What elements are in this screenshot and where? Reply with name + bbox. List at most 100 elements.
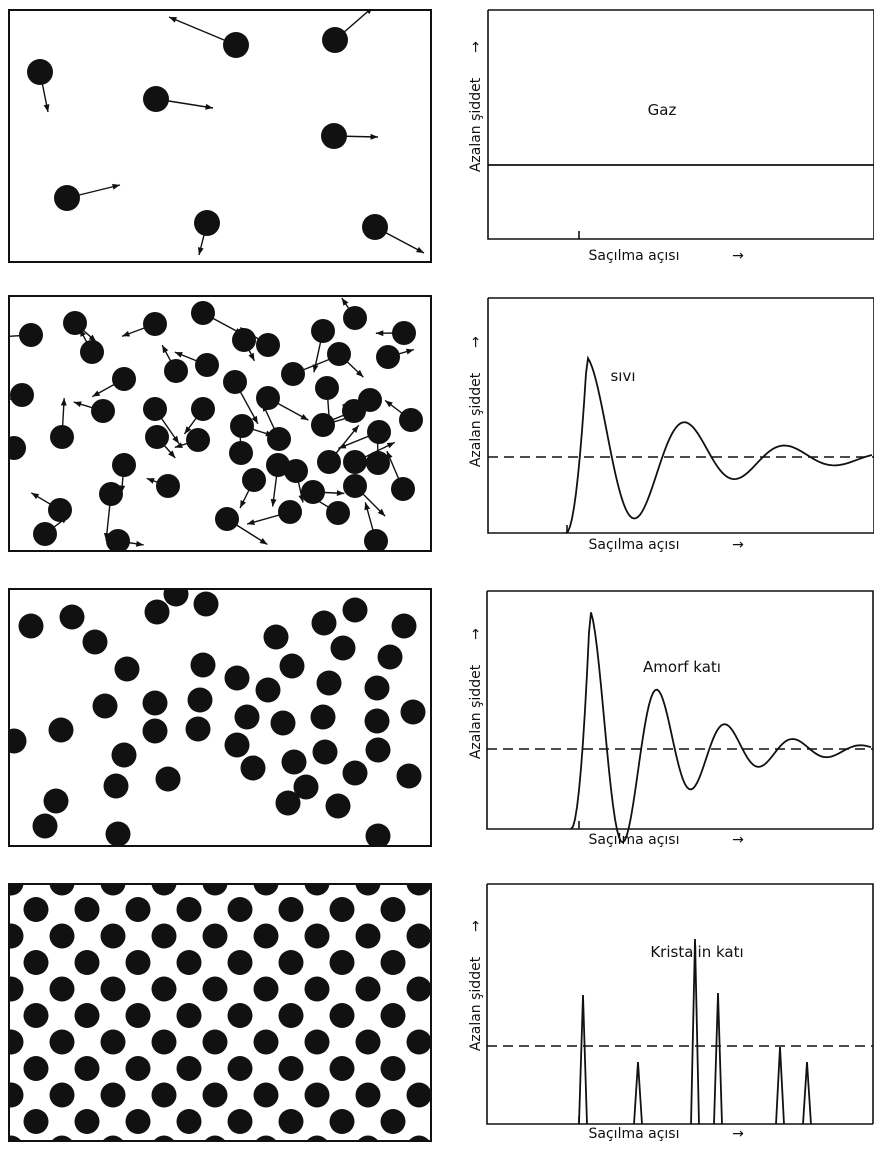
y-axis-label: Azalan şiddet <box>468 956 484 1051</box>
box-frame <box>8 883 432 1142</box>
velocity-arrow-head <box>365 10 372 15</box>
lattice-particle <box>9 923 24 949</box>
amorphous-particle <box>234 704 260 730</box>
amorphous-particle <box>224 732 250 758</box>
lattice-particle <box>51 1135 73 1141</box>
velocity-arrow-head <box>146 478 155 484</box>
liquid-particle <box>80 340 104 364</box>
lattice-particle <box>74 950 100 975</box>
lattice-particle <box>125 1056 151 1081</box>
lattice-particle <box>304 976 330 1002</box>
amorphous-particle <box>155 766 181 792</box>
velocity-arrow-head <box>246 519 255 525</box>
amorphous-particle <box>103 773 129 799</box>
lattice-particle <box>306 1135 328 1141</box>
amorphous-particle <box>311 610 337 636</box>
liquid-particle <box>278 500 302 524</box>
liquid-particle <box>191 397 215 421</box>
velocity-arrow-head <box>197 247 204 255</box>
liquid-particle <box>99 482 123 506</box>
amorphous-scattering-plot: Amorf katı Azalan şiddet → Saçılma açısı → <box>468 590 874 848</box>
lattice-particle <box>125 950 151 975</box>
velocity-arrow-head <box>341 297 349 306</box>
crystal-diffraction-peak <box>713 992 723 1125</box>
velocity-arrow-head <box>386 451 393 460</box>
liquid-particle <box>315 376 339 400</box>
amorphous-particle <box>330 635 356 661</box>
velocity-arrow-head <box>43 104 50 112</box>
amorphous-particle <box>114 656 140 682</box>
velocity-arrow-head <box>112 183 120 190</box>
x-axis-arrow: → <box>732 537 744 553</box>
lattice-particle <box>151 1029 177 1055</box>
liquid-particle <box>112 367 136 391</box>
plot-frame <box>486 590 874 830</box>
liquid-particle <box>311 319 335 343</box>
amorphous-particle <box>9 728 27 754</box>
amorphous-particle <box>342 760 368 786</box>
liquid-particle <box>327 342 351 366</box>
amorphous-particle <box>48 717 74 743</box>
lattice-particle <box>49 976 75 1002</box>
amorphous-particle <box>59 604 85 630</box>
crystal-diffraction-peak <box>690 938 700 1125</box>
lattice-particle <box>100 1082 126 1108</box>
crystal-diffraction-peak <box>633 1061 643 1125</box>
lattice-particle <box>278 950 304 975</box>
liquid-particle <box>112 453 136 477</box>
lattice-particle <box>49 923 75 949</box>
velocity-arrow-head <box>73 401 82 408</box>
lattice-particle <box>125 897 151 922</box>
liquid-particle <box>343 474 367 498</box>
liquid-particle <box>242 468 266 492</box>
velocity-arrow-head <box>31 492 40 500</box>
lattice-particle <box>380 897 406 922</box>
velocity-arrow-head <box>336 490 345 497</box>
box-content <box>9 297 423 551</box>
lattice-particle <box>49 884 75 896</box>
amorphous-particle <box>255 677 281 703</box>
velocity-arrow-head <box>122 330 131 337</box>
velocity-arrow-head <box>237 427 244 436</box>
lattice-particle <box>202 923 228 949</box>
liquid-particle <box>19 323 43 347</box>
lattice-particle <box>202 1082 228 1108</box>
x-axis-label: Saçılma açısı <box>589 832 680 848</box>
lattice-particle <box>202 976 228 1002</box>
lattice-particle <box>253 976 279 1002</box>
amorphous-particle <box>364 675 390 701</box>
velocity-arrow-head <box>300 413 309 421</box>
plot-frame <box>487 297 874 534</box>
amorphous-particle <box>391 613 417 639</box>
lattice-particle <box>23 897 49 922</box>
lattice-particle <box>329 950 355 975</box>
liquid-particle <box>281 362 305 386</box>
liquid-particle <box>399 408 423 432</box>
gas-particle <box>54 185 80 211</box>
amorphous-particle <box>310 704 336 730</box>
liquid-particle <box>342 399 366 423</box>
amorphous-particle <box>293 774 319 800</box>
liquid-particle <box>195 353 219 377</box>
lattice-particle <box>355 976 381 1002</box>
lattice-particle <box>125 1003 151 1028</box>
velocity-arrow-head <box>374 424 381 432</box>
lattice-particle <box>253 1029 279 1055</box>
amorphous-particle <box>396 763 422 789</box>
plot-title: Gaz <box>648 101 677 119</box>
amorphous-particle <box>263 624 289 650</box>
gas-particle <box>223 32 249 58</box>
x-axis-arrow: → <box>732 248 744 264</box>
x-axis-label: Saçılma açısı <box>589 537 680 553</box>
gas-particle <box>143 86 169 112</box>
lattice-particle <box>74 1003 100 1028</box>
lattice-particle <box>432 1109 457 1134</box>
lattice-particle <box>151 1082 177 1108</box>
crystal-scattering-plot: Kristalin katı Azalan şiddet → Saçılma açıs… <box>468 883 874 1142</box>
gas-particle <box>362 214 388 240</box>
box-frame <box>8 588 432 847</box>
liquid-particle <box>143 312 167 336</box>
velocity-arrow-head <box>370 133 378 140</box>
velocity-arrow-head <box>60 516 68 524</box>
box-frame <box>8 9 432 263</box>
